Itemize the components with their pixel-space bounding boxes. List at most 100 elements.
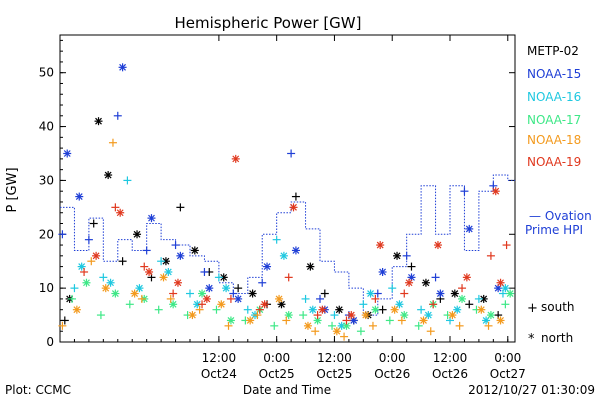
marker-north-noaa-15	[205, 284, 214, 293]
marker-south-metp-02	[407, 262, 416, 271]
marker-north-metp-02	[450, 289, 459, 298]
y-tick-label: 0	[46, 335, 54, 349]
marker-south-noaa-19	[458, 284, 467, 293]
legend-south-label: south	[541, 300, 575, 314]
marker-south-noaa-17	[501, 300, 510, 309]
marker-south-noaa-16	[243, 305, 252, 314]
marker-north-noaa-16	[308, 305, 317, 314]
y-tick-label: 50	[39, 66, 54, 80]
marker-south-noaa-17	[212, 305, 221, 314]
marker-south-noaa-18	[455, 321, 464, 330]
marker-south-noaa-16	[123, 176, 132, 185]
marker-south-noaa-18	[195, 305, 204, 314]
marker-north-noaa-18	[159, 273, 168, 282]
marker-north-noaa-16	[424, 311, 433, 320]
marker-north-noaa-15	[436, 289, 445, 298]
marker-north-metp-02	[248, 289, 257, 298]
marker-north-noaa-17	[198, 289, 207, 298]
x-tick-label-date: Oct24	[201, 367, 237, 381]
marker-south-noaa-15	[431, 273, 440, 282]
marker-south-noaa-16	[157, 257, 166, 266]
marker-south-noaa-15	[460, 187, 469, 196]
marker-north-noaa-18	[448, 311, 457, 320]
legend-noaa-17: NOAA-17	[527, 113, 581, 127]
marker-south-noaa-18	[282, 316, 291, 325]
marker-south-noaa-17	[154, 305, 163, 314]
marker-south-noaa-17	[270, 321, 279, 330]
marker-north-noaa-18	[188, 311, 197, 320]
marker-north-noaa-18	[246, 316, 255, 325]
marker-north-noaa-19	[116, 208, 125, 217]
marker-north-metp-02	[104, 171, 113, 180]
marker-north-noaa-15	[63, 149, 72, 158]
marker-south-noaa-16	[272, 235, 281, 244]
marker-north-noaa-19	[405, 278, 414, 287]
y-tick-label: 30	[39, 173, 54, 187]
x-tick-label-date: Oct27	[490, 367, 526, 381]
marker-south-noaa-15	[287, 149, 296, 158]
marker-north-noaa-16	[279, 251, 288, 260]
marker-north-noaa-19	[145, 267, 154, 276]
marker-north-noaa-19	[347, 311, 356, 320]
marker-south-metp-02	[89, 219, 98, 228]
marker-south-noaa-19	[400, 289, 409, 298]
marker-north-noaa-17	[458, 294, 467, 303]
marker-north-metp-02	[94, 117, 103, 126]
marker-south-noaa-18	[484, 321, 493, 330]
legend: METP-02 NOAA-15 NOAA-16 NOAA-17 NOAA-18 …	[525, 44, 592, 347]
marker-south-noaa-19	[486, 251, 495, 260]
x-tick-label-date: Oct25	[316, 367, 352, 381]
legend-metp-02: METP-02	[527, 44, 579, 58]
marker-north-noaa-18	[275, 294, 284, 303]
marker-south-noaa-17	[328, 321, 337, 330]
marker-south-noaa-19	[140, 262, 149, 271]
marker-south-noaa-19	[169, 289, 178, 298]
y-tick-label: 10	[39, 281, 54, 295]
marker-north-noaa-17	[371, 305, 380, 314]
marker-south-noaa-15	[229, 289, 238, 298]
marker-south-noaa-18	[224, 321, 233, 330]
marker-north-noaa-17	[111, 289, 120, 298]
marker-south-noaa-18	[87, 257, 96, 266]
marker-south-noaa-19	[255, 305, 264, 314]
marker-south-noaa-16	[301, 294, 310, 303]
marker-south-noaa-15	[373, 289, 382, 298]
marker-north-metp-02	[219, 273, 228, 282]
marker-south-noaa-17	[125, 300, 134, 309]
marker-south-noaa-15	[316, 294, 324, 303]
marker-south-noaa-18	[311, 327, 320, 336]
marker-south-noaa-18	[426, 327, 435, 336]
legend-ovation-line2: Prime HPI	[525, 223, 583, 237]
marker-south-noaa-18	[137, 294, 146, 303]
marker-south-noaa-16	[70, 284, 79, 293]
marker-south-noaa-19	[198, 300, 207, 309]
marker-north-noaa-16	[366, 289, 375, 298]
marker-south-noaa-16	[474, 294, 483, 303]
marker-south-noaa-17	[299, 311, 308, 320]
marker-north-noaa-18	[477, 305, 486, 314]
ovation-hpi-line	[60, 174, 515, 316]
marker-south-noaa-16	[186, 289, 194, 298]
x-tick-label-time: 0:00	[494, 351, 521, 365]
marker-south-metp-02	[234, 284, 243, 293]
marker-north-noaa-15	[378, 267, 387, 276]
marker-north-metp-02	[393, 251, 402, 260]
x-tick-label-time: 12:00	[202, 351, 237, 365]
legend-south-symbol: +	[527, 301, 538, 316]
marker-south-noaa-18	[368, 321, 377, 330]
marker-north-noaa-16	[395, 300, 404, 309]
marker-north-noaa-18	[419, 316, 428, 325]
marker-north-noaa-19	[260, 300, 269, 309]
marker-south-noaa-16	[330, 311, 339, 320]
marker-south-noaa-19	[502, 241, 511, 250]
marker-north-noaa-19	[231, 154, 240, 163]
marker-north-noaa-16	[453, 305, 462, 314]
legend-noaa-16: NOAA-16	[527, 90, 581, 104]
marker-north-noaa-19	[92, 251, 101, 260]
marker-south-noaa-19	[111, 203, 120, 212]
legend-north-label: north	[541, 331, 573, 345]
marker-south-noaa-19	[284, 273, 293, 282]
marker-north-noaa-15	[291, 246, 300, 255]
marker-south-noaa-15	[84, 235, 93, 244]
marker-south-noaa-18	[253, 311, 262, 320]
